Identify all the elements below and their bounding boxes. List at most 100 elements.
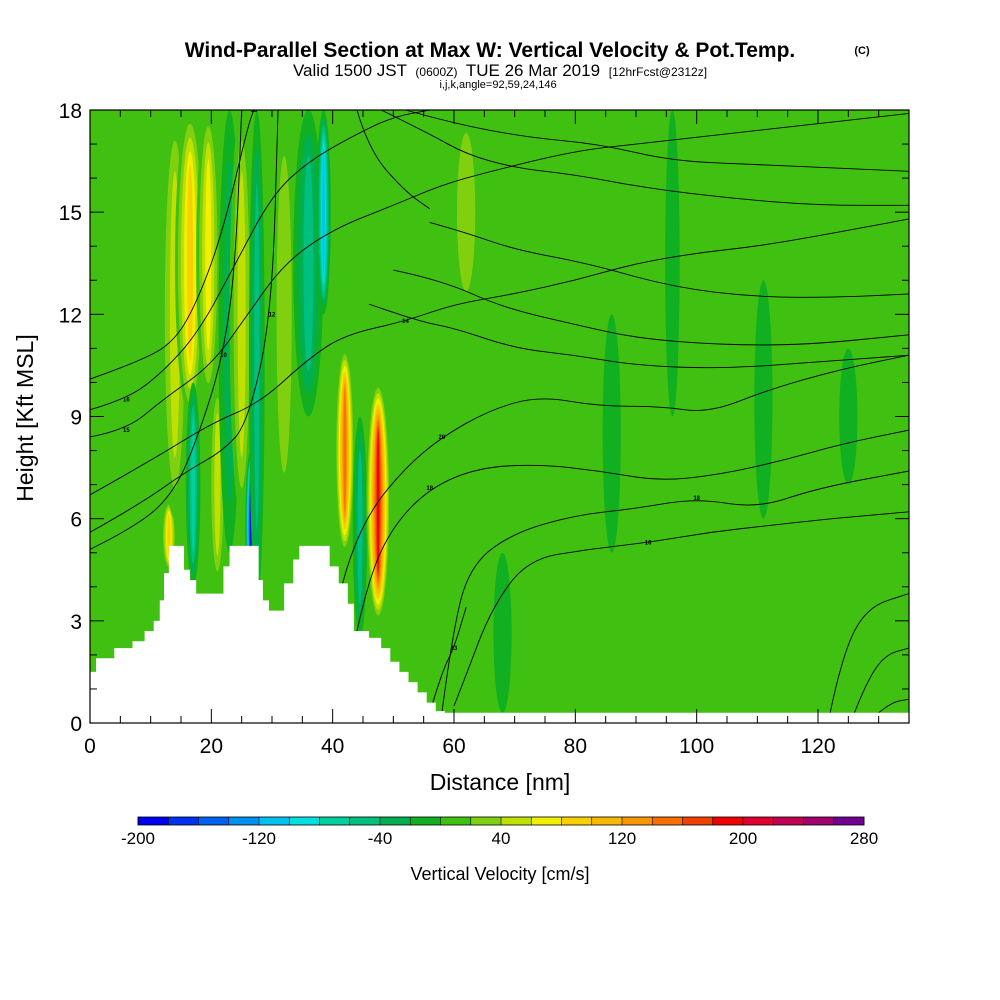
velocity-band [108,110,145,723]
velocity-cell [196,110,221,400]
x-tick-label: 60 [442,735,465,758]
velocity-cell [538,110,576,247]
chart-title: Wind-Parallel Section at Max W: Vertical… [185,39,796,62]
theta-contour-label: 18 [426,486,433,492]
velocity-cell [316,110,331,315]
velocity-band [493,552,512,713]
theta-contour-line [90,110,243,550]
colorbar-tick-label: -40 [368,829,393,848]
theta-contour-line [381,110,909,206]
colorbar-swatch [803,817,835,825]
velocity-band [623,144,649,519]
velocity-band [205,158,212,351]
colorbar-swatch [380,817,411,825]
theta-contour-line [320,354,909,690]
velocity-band [276,155,292,473]
velocity-cell [268,110,300,519]
x-tick-label: 40 [321,735,344,758]
velocity-cell [447,110,485,315]
theta-contour-line [90,110,430,411]
theta-contour-label: 15 [123,428,130,434]
colorbar-swatch [743,817,774,825]
theta-contour-label: 14 [402,319,409,325]
velocity-cell [229,110,254,519]
velocity-band [538,110,576,247]
velocity-band [514,314,539,451]
velocity-band [191,416,195,553]
colorbar-tick-label: 40 [492,829,511,848]
velocity-cell [754,280,773,519]
velocity-cell [352,416,368,638]
theta-contour-label: 20 [439,435,446,441]
y-tick-label: 15 [59,202,82,225]
x-axis: 0 20 40 60 80 100 120 [84,110,910,758]
velocity-band [786,586,802,713]
theta-contour-line [90,110,255,380]
theta-contour-line [441,470,909,713]
theta-contour-line [356,429,909,632]
terrain-mask [90,545,909,723]
velocity-band [754,280,773,519]
velocity-band [457,132,476,292]
colorbar-tick-label: -200 [121,829,155,848]
velocity-band [720,110,746,315]
x-tick-label: 0 [84,735,96,758]
colorbar-tick-label: 120 [608,829,636,848]
colorbar-swatch [289,817,320,825]
theta-contour-line [356,110,430,210]
velocity-cell [293,110,324,417]
theta-contour-label: 18 [250,108,257,114]
colorbar-frame [137,816,865,826]
colorbar-swatch [773,817,804,825]
colorbar-tick-label: -120 [242,829,276,848]
colorbar: -200 -120 -40 40 120 200 280 [121,816,878,848]
indices-line: i,j,k,angle=92,59,24,146 [439,79,556,91]
x-tick-label: 100 [679,735,714,758]
theta-contour-label: 10 [220,353,227,359]
colorbar-swatch [652,817,683,825]
y-tick-label: 0 [70,713,82,736]
colorbar-swatch [591,817,623,825]
velocity-cell [387,110,424,417]
colorbar-swatch [138,817,169,825]
theta-contour-line [405,110,909,172]
valid-zulu: (0600Z) [415,65,457,79]
valid-prefix: Valid 1500 JST [293,61,407,80]
colorbar-tick-label: 200 [729,829,757,848]
colorbar-swatch [410,817,441,825]
colorbar-tick-label: 280 [850,829,878,848]
y-tick-label: 3 [70,611,82,634]
velocity-cell [335,348,355,553]
x-tick-label: 120 [800,735,835,758]
y-tick-label: 18 [59,100,82,123]
valid-date: TUE 26 Mar 2019 [466,61,600,80]
colorbar-swatch [561,817,593,825]
velocity-cell [839,348,858,485]
plot-area: 10 12 14 15 16 18 20 18 18 16 13 [90,108,909,723]
theta-contour-label: 16 [123,397,130,403]
velocity-cell [665,110,680,417]
colorbar-swatch [228,817,260,825]
theta-contour-line [453,511,909,707]
theta-contour-line [429,221,909,298]
colorbar-swatch [319,817,351,825]
velocity-band [387,110,424,417]
velocity-cell [786,586,802,713]
colorbar-swatch [470,817,502,825]
velocity-band [254,184,260,530]
velocity-cell [875,297,894,383]
velocity-band [237,171,246,458]
velocity-cell [493,552,512,713]
colorbar-swatch [682,817,714,825]
velocity-band [214,413,221,557]
colorbar-swatch [349,817,381,825]
colorbar-swatch [833,817,865,825]
theta-contour-label: 16 [645,541,652,547]
x-tick-label: 20 [200,735,223,758]
title-mark: (C) [854,45,870,57]
y-axis-label: Height [Kft MSL] [12,334,38,501]
theta-contour-line [90,110,279,533]
theta-contour-line [368,303,909,369]
y-axis: 0 3 6 9 12 15 18 [59,100,909,736]
